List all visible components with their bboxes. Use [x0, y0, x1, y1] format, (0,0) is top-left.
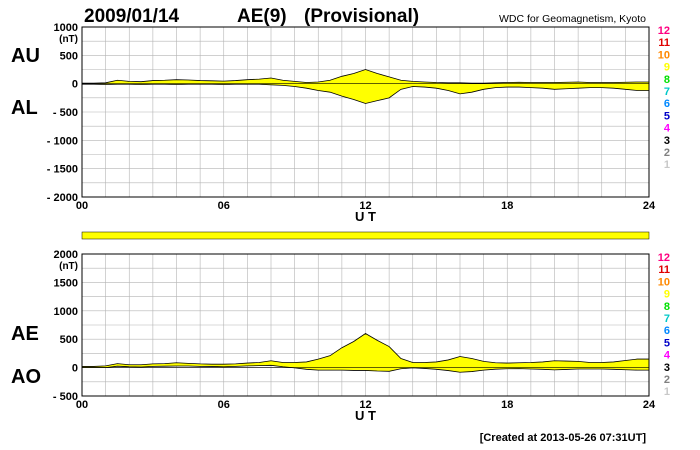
station-count-label: 10: [658, 49, 670, 61]
station-count-label: 8: [664, 74, 670, 86]
series-line-ao: [82, 364, 649, 373]
y-tick-label: - 1500: [47, 164, 78, 176]
station-count-label: 9: [664, 62, 670, 74]
station-count-label: 4: [664, 123, 671, 135]
series-side-label: AE: [11, 323, 39, 345]
chart-source: WDC for Geomagnetism, Kyoto: [499, 13, 646, 25]
x-tick-label: 18: [501, 399, 513, 411]
x-tick-label: 06: [218, 200, 230, 212]
series-side-label: AO: [11, 366, 41, 388]
x-tick-label: 12: [359, 200, 371, 212]
x-tick-label: 24: [643, 399, 656, 411]
y-tick-label: 0: [72, 363, 78, 375]
chart-index-name: AE(9): [237, 6, 287, 27]
station-count-label: 10: [658, 276, 670, 288]
y-tick-label: - 1000: [47, 135, 78, 147]
series-side-label: AU: [11, 45, 40, 67]
x-tick-label: 12: [359, 399, 371, 411]
stations-bar: [81, 231, 650, 240]
station-count-label: 8: [664, 301, 670, 313]
station-count-label: 1: [664, 386, 670, 398]
x-tick-label: 06: [218, 399, 230, 411]
y-tick-label: 500: [60, 50, 78, 62]
station-count-label: 2: [664, 147, 670, 159]
series-line-au: [82, 69, 649, 84]
x-axis-label: U T: [355, 408, 376, 423]
station-count-label: 3: [664, 135, 670, 147]
station-count-label: 6: [664, 98, 670, 110]
station-count-label: 2: [664, 374, 670, 386]
y-unit-label: (nT): [59, 261, 78, 272]
y-tick-label: 1500: [54, 277, 78, 289]
y-unit-label: (nT): [59, 34, 78, 45]
y-tick-label: 0: [72, 79, 78, 91]
chart-date: 2009/01/14: [84, 6, 180, 27]
y-tick-label: 500: [60, 334, 78, 346]
plot-frame: [81, 26, 650, 198]
station-count-label: 5: [664, 337, 670, 349]
y-tick-label: - 2000: [47, 192, 78, 204]
x-tick-label: 00: [76, 399, 88, 411]
y-tick-label: - 500: [53, 391, 78, 403]
area-band: [82, 69, 649, 104]
y-tick-label: - 500: [53, 107, 78, 119]
station-count-label: 12: [658, 25, 670, 37]
series-line-al: [82, 83, 649, 104]
area-band: [82, 333, 649, 373]
station-count-label: 1: [664, 159, 670, 171]
x-tick-label: 18: [501, 200, 513, 212]
station-count-label: 9: [664, 289, 670, 301]
x-axis-label: U T: [355, 209, 376, 224]
station-count-label: 11: [658, 264, 670, 276]
station-count-label: 7: [664, 86, 670, 98]
station-count-label: 11: [658, 37, 670, 49]
plot-frame: [81, 253, 650, 397]
series-side-label: AL: [11, 97, 38, 119]
y-tick-label: 1000: [54, 306, 78, 318]
created-timestamp: [Created at 2013-05-26 07:31UT]: [480, 432, 647, 444]
series-line-ae: [82, 333, 649, 367]
station-count-label: 6: [664, 325, 670, 337]
au-al-panel: 1000 500 0 - 500 - 1000 - 1500 - 2000 (nT) 00 06 1…: [11, 22, 671, 224]
y-tick-label: 2000: [54, 249, 78, 261]
station-count-label: 5: [664, 110, 670, 122]
station-count-label: 3: [664, 362, 670, 374]
y-tick-label: 1000: [54, 22, 78, 34]
x-tick-label: 00: [76, 200, 88, 212]
chart-status: (Provisional): [304, 6, 419, 27]
station-count-label: 7: [664, 313, 670, 325]
station-count-label: 12: [658, 252, 670, 264]
x-tick-label: 24: [643, 200, 656, 212]
station-count-label: 4: [664, 350, 671, 362]
